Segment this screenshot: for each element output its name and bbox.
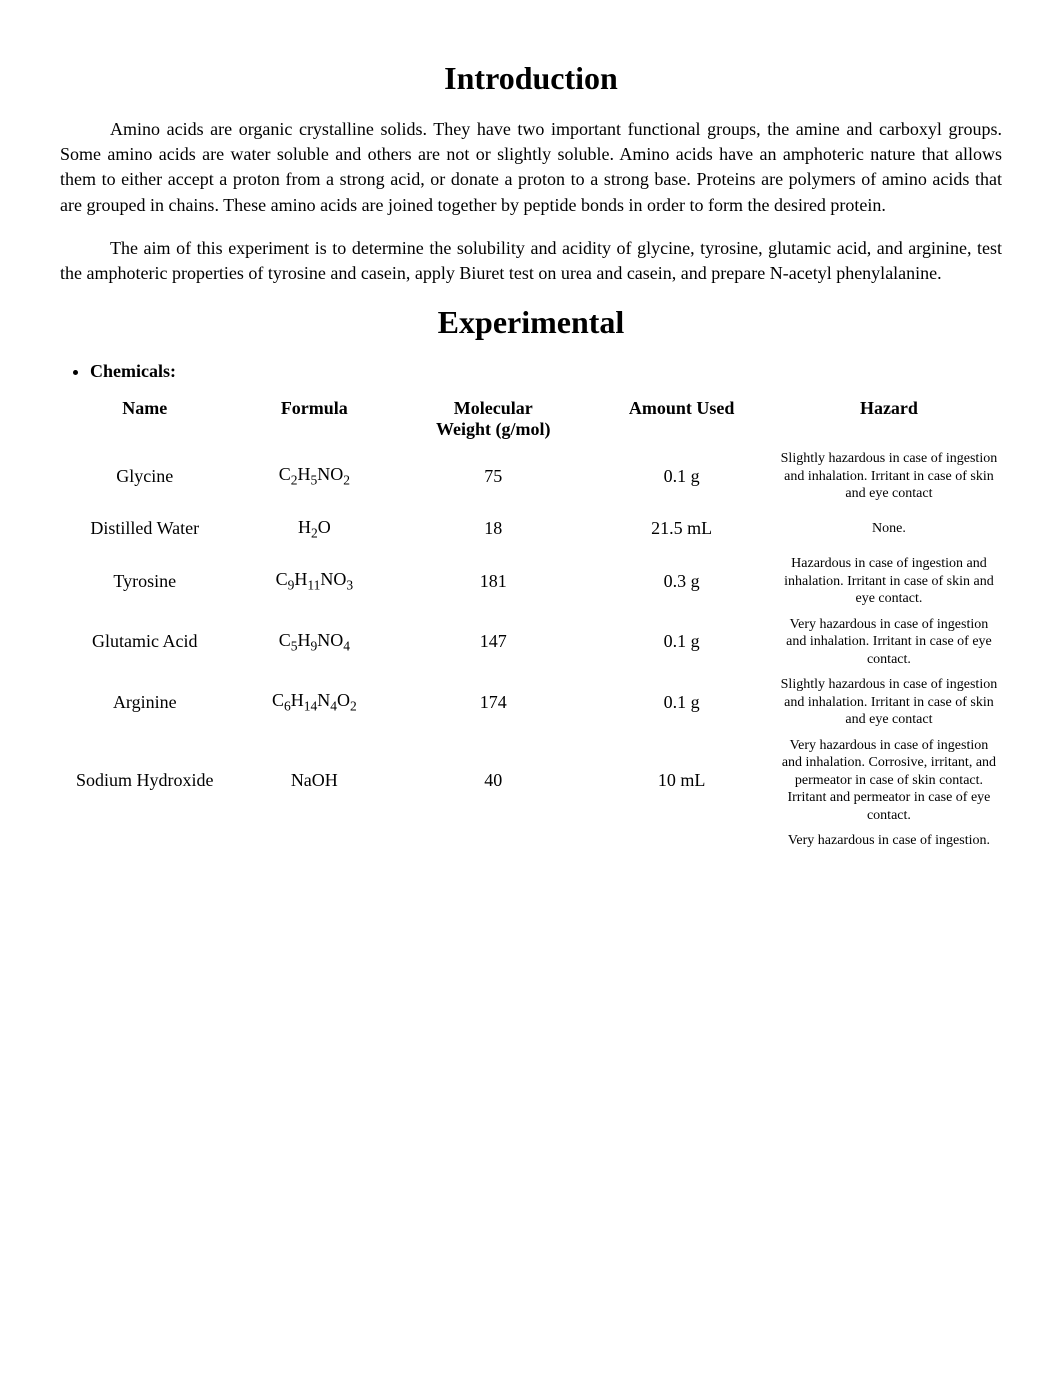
cell-hazard: Very hazardous in case of ingestion. bbox=[776, 828, 1002, 854]
table-body: Glycine C2H5NO2 75 0.1 g Slightly hazard… bbox=[60, 446, 1002, 854]
cell-amount: 21.5 mL bbox=[587, 507, 775, 552]
cell-hazard: Very hazardous in case of ingestion and … bbox=[776, 612, 1002, 673]
cell-weight: 40 bbox=[399, 733, 587, 829]
table-row: Distilled Water H2O 18 21.5 mL None. bbox=[60, 507, 1002, 552]
cell-name: Sodium Hydroxide bbox=[60, 733, 230, 829]
table-row: Glutamic Acid C5H9NO4 147 0.1 g Very haz… bbox=[60, 612, 1002, 673]
cell-formula: C2H5NO2 bbox=[230, 446, 400, 507]
header-amount: Amount Used bbox=[587, 392, 775, 446]
chemicals-table: Name Formula Molecular Weight (g/mol) Am… bbox=[60, 392, 1002, 854]
cell-hazard: Very hazardous in case of ingestion and … bbox=[776, 733, 1002, 829]
table-row: Sodium Hydroxide NaOH 40 10 mL Very haza… bbox=[60, 733, 1002, 829]
cell-hazard: Slightly hazardous in case of ingestion … bbox=[776, 446, 1002, 507]
table-row: Arginine C6H14N4O2 174 0.1 g Slightly ha… bbox=[60, 672, 1002, 733]
cell-amount: 10 mL bbox=[587, 733, 775, 829]
header-hazard: Hazard bbox=[776, 392, 1002, 446]
header-weight-line2: Weight (g/mol) bbox=[436, 419, 551, 439]
cell-formula bbox=[230, 828, 400, 854]
cell-name: Glycine bbox=[60, 446, 230, 507]
cell-hazard: Hazardous in case of ingestion and inhal… bbox=[776, 551, 1002, 612]
cell-weight: 18 bbox=[399, 507, 587, 552]
paragraph-intro-1: Amino acids are organic crystalline soli… bbox=[60, 117, 1002, 218]
cell-formula: H2O bbox=[230, 507, 400, 552]
cell-amount: 0.1 g bbox=[587, 672, 775, 733]
heading-introduction: Introduction bbox=[60, 60, 1002, 97]
cell-amount: 0.1 g bbox=[587, 446, 775, 507]
cell-name: Distilled Water bbox=[60, 507, 230, 552]
cell-amount bbox=[587, 828, 775, 854]
table-row: Glycine C2H5NO2 75 0.1 g Slightly hazard… bbox=[60, 446, 1002, 507]
cell-name: Tyrosine bbox=[60, 551, 230, 612]
header-weight-line1: Molecular bbox=[454, 398, 533, 418]
cell-formula: C6H14N4O2 bbox=[230, 672, 400, 733]
header-formula: Formula bbox=[230, 392, 400, 446]
cell-name bbox=[60, 828, 230, 854]
cell-hazard: None. bbox=[776, 507, 1002, 552]
cell-weight bbox=[399, 828, 587, 854]
paragraph-intro-2: The aim of this experiment is to determi… bbox=[60, 236, 1002, 286]
table-row: Very hazardous in case of ingestion. bbox=[60, 828, 1002, 854]
bullet-chemicals: Chemicals: bbox=[90, 361, 1002, 382]
cell-formula: C9H11NO3 bbox=[230, 551, 400, 612]
cell-weight: 174 bbox=[399, 672, 587, 733]
bullet-list: Chemicals: bbox=[90, 361, 1002, 382]
table-row: Tyrosine C9H11NO3 181 0.3 g Hazardous in… bbox=[60, 551, 1002, 612]
cell-weight: 75 bbox=[399, 446, 587, 507]
table-header-row: Name Formula Molecular Weight (g/mol) Am… bbox=[60, 392, 1002, 446]
header-weight: Molecular Weight (g/mol) bbox=[399, 392, 587, 446]
cell-weight: 147 bbox=[399, 612, 587, 673]
cell-amount: 0.1 g bbox=[587, 612, 775, 673]
cell-formula: C5H9NO4 bbox=[230, 612, 400, 673]
cell-hazard: Slightly hazardous in case of ingestion … bbox=[776, 672, 1002, 733]
cell-name: Arginine bbox=[60, 672, 230, 733]
cell-amount: 0.3 g bbox=[587, 551, 775, 612]
cell-formula: NaOH bbox=[230, 733, 400, 829]
heading-experimental: Experimental bbox=[60, 304, 1002, 341]
header-name: Name bbox=[60, 392, 230, 446]
cell-name: Glutamic Acid bbox=[60, 612, 230, 673]
cell-weight: 181 bbox=[399, 551, 587, 612]
